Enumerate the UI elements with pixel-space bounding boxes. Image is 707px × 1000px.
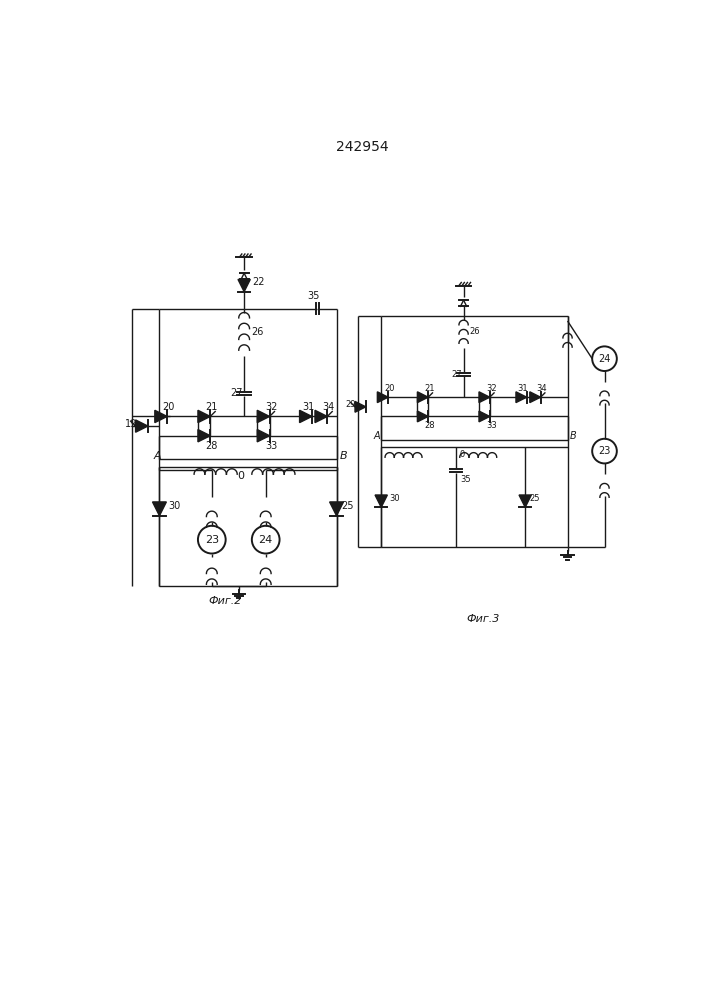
Polygon shape [198, 430, 210, 442]
Polygon shape [378, 392, 388, 403]
Text: B: B [570, 431, 577, 441]
Polygon shape [136, 420, 148, 432]
Polygon shape [153, 502, 166, 516]
Polygon shape [155, 410, 167, 423]
Text: 31: 31 [303, 402, 315, 412]
Text: 28: 28 [206, 441, 218, 451]
Text: 30: 30 [169, 501, 181, 511]
Text: 35: 35 [460, 475, 471, 484]
Polygon shape [375, 495, 387, 507]
Text: 0: 0 [460, 450, 464, 459]
Text: 23: 23 [205, 535, 219, 545]
Polygon shape [257, 410, 269, 423]
Text: 32: 32 [265, 402, 277, 412]
Text: 30: 30 [389, 494, 399, 503]
Text: 33: 33 [486, 421, 497, 430]
Text: 27: 27 [451, 370, 462, 379]
Polygon shape [198, 410, 210, 423]
Polygon shape [238, 279, 250, 292]
Text: 20: 20 [163, 402, 175, 412]
Text: A: A [373, 431, 380, 441]
Text: 31: 31 [518, 384, 528, 393]
Polygon shape [417, 411, 428, 422]
Text: 33: 33 [265, 441, 277, 451]
Text: 29: 29 [345, 400, 356, 409]
Polygon shape [516, 392, 527, 403]
Text: 28: 28 [424, 421, 435, 430]
Text: B: B [339, 451, 347, 461]
Text: 34: 34 [537, 384, 547, 393]
Polygon shape [530, 392, 541, 403]
Polygon shape [479, 392, 490, 403]
Text: 25: 25 [341, 501, 354, 511]
Polygon shape [329, 502, 344, 516]
Text: 26: 26 [469, 327, 480, 336]
Text: 22: 22 [252, 277, 264, 287]
Text: 23: 23 [598, 446, 611, 456]
Polygon shape [315, 410, 327, 423]
Polygon shape [417, 392, 428, 403]
Polygon shape [519, 495, 532, 507]
Text: 24: 24 [598, 354, 611, 364]
Polygon shape [300, 410, 312, 423]
Polygon shape [479, 411, 490, 422]
Text: 35: 35 [308, 291, 320, 301]
Text: 0: 0 [237, 471, 244, 481]
Polygon shape [257, 430, 269, 442]
Text: 21: 21 [206, 402, 218, 412]
Text: 25: 25 [530, 494, 540, 503]
Text: Фиг.3: Фиг.3 [466, 614, 500, 624]
Text: 242954: 242954 [336, 140, 388, 154]
Text: 32: 32 [486, 384, 496, 393]
Text: 24: 24 [259, 535, 273, 545]
Text: 21: 21 [424, 384, 435, 393]
Polygon shape [355, 401, 366, 412]
Text: 34: 34 [322, 402, 335, 412]
Text: A: A [153, 451, 161, 461]
Text: Фиг.2: Фиг.2 [208, 596, 242, 606]
Text: 27: 27 [230, 388, 243, 398]
Text: 19: 19 [125, 419, 137, 429]
Text: 20: 20 [385, 384, 395, 393]
Text: 26: 26 [251, 327, 264, 337]
